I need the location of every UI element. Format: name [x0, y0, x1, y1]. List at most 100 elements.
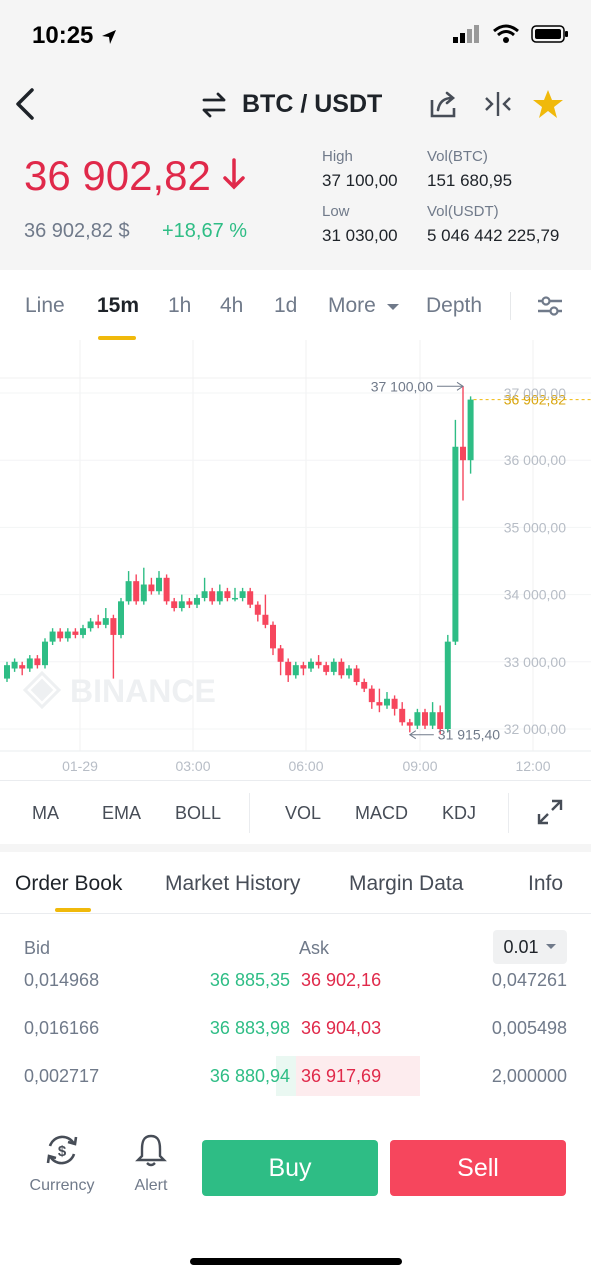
tab-line[interactable]: Line — [25, 294, 65, 317]
bid-price: 36 885,35 — [209, 970, 290, 990]
bid-price: 36 883,98 — [209, 1018, 290, 1038]
indicator-vol[interactable]: VOL — [285, 803, 322, 823]
orderbook-row[interactable]: 0,014968 36 885,35 36 902,16 0,047261 — [0, 970, 591, 1010]
currency-exchange-icon: $ — [46, 1135, 78, 1165]
candle — [201, 591, 208, 598]
candle — [247, 591, 254, 605]
candle — [308, 661, 314, 669]
buy-button[interactable]: Buy — [202, 1140, 378, 1196]
candle — [406, 722, 413, 726]
candle — [353, 668, 360, 682]
x-tick-label: 12:00 — [515, 758, 550, 774]
low-marker-label: 31 915,40 — [438, 727, 500, 743]
candle — [270, 624, 276, 649]
ask-depth-bar — [296, 1056, 420, 1096]
candle — [110, 618, 117, 635]
candle — [133, 581, 140, 602]
stat-label: Low — [322, 203, 350, 220]
share-icon[interactable] — [428, 88, 460, 120]
indicator-macd[interactable]: MACD — [355, 803, 408, 823]
precision-dropdown[interactable]: 0.01 — [493, 930, 567, 964]
stat-high: High 37 100,00 — [322, 148, 398, 191]
orderbook-row[interactable]: 0,016166 36 883,98 36 904,03 0,005498 — [0, 1018, 591, 1058]
candle — [57, 631, 64, 639]
favorite-star-icon[interactable] — [532, 88, 564, 120]
indicator-bar: MA EMA BOLL VOL MACD KDJ — [0, 780, 591, 844]
currency-label: Currency — [29, 1177, 95, 1194]
ask-price: 36 904,03 — [301, 1018, 382, 1038]
divider — [508, 793, 509, 833]
indicator-kdj[interactable]: KDJ — [442, 803, 477, 823]
home-indicator — [190, 1258, 402, 1265]
ask-qty: 2,000000 — [491, 1066, 567, 1086]
candle — [232, 597, 238, 600]
candle — [323, 665, 330, 672]
pair-selector[interactable]: BTC / USDT — [200, 90, 382, 119]
candle — [376, 702, 383, 706]
precision-value: 0.01 — [503, 936, 539, 957]
tab-margin-data[interactable]: Margin Data — [349, 872, 464, 895]
status-time: 10:25 — [32, 22, 94, 49]
timeframe-bar: Line 15m 1h 4h 1d More Depth — [0, 270, 591, 342]
stat-vol-usdt: Vol(USDT) 5 046 442 225,79 — [427, 203, 559, 246]
pair-title: BTC / USDT — [242, 90, 383, 118]
tab-more[interactable]: More — [328, 294, 400, 318]
stat-vol-btc: Vol(BTC) 151 680,95 — [427, 148, 512, 191]
chart-settings-icon[interactable] — [536, 294, 564, 318]
candle — [102, 618, 109, 625]
tab-1h[interactable]: 1h — [168, 294, 192, 317]
caret-down-icon — [545, 944, 556, 949]
tab-15m[interactable]: 15m — [97, 294, 140, 317]
currency-button[interactable]: $ Currency — [26, 1132, 98, 1195]
candle — [194, 597, 200, 605]
tab-order-book[interactable]: Order Book — [15, 872, 123, 895]
bid-qty: 0,016166 — [24, 1018, 100, 1038]
y-tick-label: 37 000,00 — [504, 385, 566, 401]
candle — [156, 577, 162, 592]
candle — [163, 577, 170, 602]
candle — [277, 648, 284, 662]
battery-icon — [531, 25, 568, 43]
alert-button[interactable]: Alert — [122, 1132, 180, 1195]
fullscreen-icon[interactable] — [537, 799, 563, 825]
candle — [26, 658, 33, 669]
orderbook-row[interactable]: 0,002717 36 880,94 36 917,69 2,000000 — [0, 1056, 591, 1106]
indicator-boll[interactable]: BOLL — [175, 803, 222, 823]
price-down-arrow-icon — [223, 158, 245, 190]
tab-4h[interactable]: 4h — [220, 294, 244, 317]
orderbook-header: Bid Ask 0.01 — [0, 930, 591, 970]
divider — [510, 292, 511, 320]
status-bar: 10:25 — [0, 0, 591, 70]
sell-button[interactable]: Sell — [390, 1140, 566, 1196]
tab-1d[interactable]: 1d — [274, 294, 298, 317]
tab-market-history[interactable]: Market History — [165, 872, 301, 895]
tab-depth[interactable]: Depth — [426, 294, 483, 317]
candle — [64, 631, 71, 639]
compare-icon[interactable] — [482, 88, 514, 120]
tab-info[interactable]: Info — [528, 872, 564, 895]
bid-qty: 0,002717 — [24, 1066, 100, 1086]
candle — [209, 591, 216, 602]
candle — [422, 712, 428, 726]
candle — [315, 661, 322, 666]
indicator-ema[interactable]: EMA — [102, 803, 142, 823]
candlestick-chart[interactable]: BINANCE 37 100,00 31 915,40 36 902,82 37 0… — [0, 340, 591, 780]
stat-label: Vol(BTC) — [427, 148, 488, 165]
candle — [330, 661, 337, 672]
candle — [254, 604, 261, 615]
indicator-ma[interactable]: MA — [32, 803, 59, 823]
bottom-action-bar: $ Currency Alert Buy Sell — [0, 1132, 591, 1212]
candle — [11, 661, 18, 669]
ask-qty: 0,047261 — [491, 970, 567, 990]
x-tick-label: 01-29 — [62, 758, 98, 774]
svg-text:$: $ — [58, 1143, 67, 1160]
candle — [239, 591, 246, 598]
candle — [437, 712, 444, 729]
swap-icon — [202, 92, 226, 117]
price-change-percent: +18,67 % — [162, 220, 248, 242]
back-icon[interactable] — [12, 86, 40, 122]
ask-price: 36 902,16 — [301, 970, 382, 990]
candle — [368, 688, 375, 703]
candle — [460, 446, 466, 461]
chart-card: Line 15m 1h 4h 1d More Depth BINANCE — [0, 270, 591, 1280]
